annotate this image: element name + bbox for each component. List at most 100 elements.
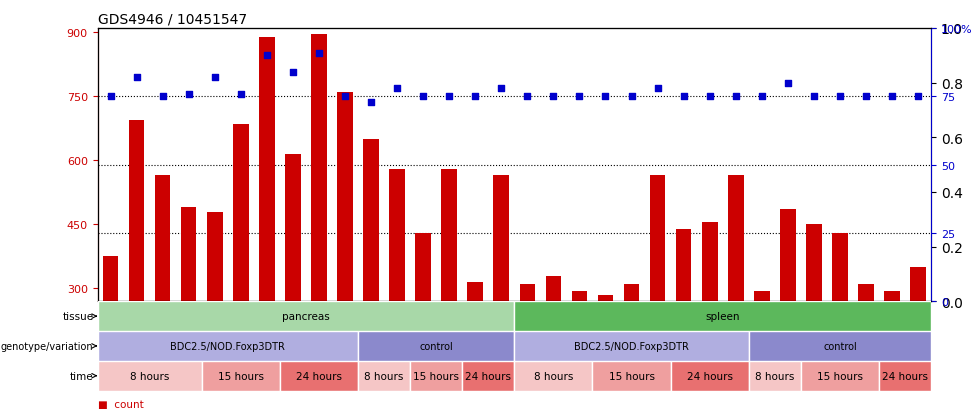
Bar [598,295,613,413]
Text: pancreas: pancreas [282,311,330,321]
Bar [676,229,691,413]
Point [415,94,431,100]
Bar [202,361,280,391]
Bar [515,361,593,391]
Bar [671,361,749,391]
Text: 8 hours: 8 hours [130,371,170,381]
Point [181,91,197,97]
Text: BDC2.5/NOD.Foxp3DTR: BDC2.5/NOD.Foxp3DTR [171,341,286,351]
Bar [571,291,587,413]
Text: 24 hours: 24 hours [296,371,342,381]
Bar [311,35,327,413]
Bar [515,331,749,361]
Text: control: control [419,341,453,351]
Point [911,94,926,100]
Bar [911,268,926,413]
Text: genotype/variation: genotype/variation [1,341,97,351]
Point [754,94,769,100]
Point [285,69,300,76]
Bar [285,154,300,413]
Point [233,91,249,97]
Text: time: time [69,371,97,381]
Bar [593,361,671,391]
Bar [520,285,535,413]
Bar [879,361,931,391]
Bar [749,331,931,361]
Point [129,75,144,81]
Point [311,50,327,57]
Bar [280,361,358,391]
Bar [858,285,874,413]
Text: 8 hours: 8 hours [365,371,404,381]
Bar [415,233,431,413]
Text: 8 hours: 8 hours [755,371,795,381]
Bar [233,125,249,413]
Bar [884,291,900,413]
Bar [181,208,197,413]
Bar [364,140,379,413]
Point [389,85,405,92]
Point [546,94,562,100]
Bar [207,212,222,413]
Point [207,75,222,81]
Bar [442,169,457,413]
Bar [102,257,118,413]
Bar [389,169,405,413]
Bar [749,361,800,391]
Point [520,94,535,100]
Point [493,85,509,92]
Text: 15 hours: 15 hours [608,371,654,381]
Bar [493,176,509,413]
Point [806,94,822,100]
Bar [515,301,931,331]
Text: 24 hours: 24 hours [465,371,511,381]
Point [442,94,457,100]
Bar [259,38,275,413]
Text: tissue: tissue [62,311,97,321]
Bar [98,301,515,331]
Bar [832,233,848,413]
Bar [462,361,515,391]
Point [259,53,275,59]
Point [780,80,796,87]
Text: ■  percentile rank within the sample: ■ percentile rank within the sample [98,412,290,413]
Point [467,94,483,100]
Bar [467,282,483,413]
Point [832,94,847,100]
Text: spleen: spleen [706,311,740,321]
Bar [728,176,744,413]
Bar [806,225,822,413]
Bar [155,176,171,413]
Bar [754,291,769,413]
Bar [800,361,879,391]
Bar [358,331,515,361]
Point [858,94,874,100]
Text: 24 hours: 24 hours [686,371,732,381]
Bar [702,223,718,413]
Point [598,94,613,100]
Text: 15 hours: 15 hours [413,371,459,381]
Text: 15 hours: 15 hours [217,371,264,381]
Bar [780,210,796,413]
Point [884,94,900,100]
Bar [546,276,562,413]
Point [337,94,353,100]
Text: 8 hours: 8 hours [533,371,573,381]
Point [676,94,691,100]
Bar [410,361,462,391]
Point [571,94,587,100]
Bar [358,361,410,391]
Bar [649,176,665,413]
Point [624,94,640,100]
Text: ■  count: ■ count [98,399,143,409]
Point [102,94,118,100]
Text: BDC2.5/NOD.Foxp3DTR: BDC2.5/NOD.Foxp3DTR [574,341,689,351]
Bar [624,285,640,413]
Bar [129,121,144,413]
Text: control: control [823,341,857,351]
Text: 15 hours: 15 hours [817,371,863,381]
Text: 24 hours: 24 hours [882,371,928,381]
Bar [337,93,353,413]
Point [702,94,718,100]
Point [728,94,744,100]
